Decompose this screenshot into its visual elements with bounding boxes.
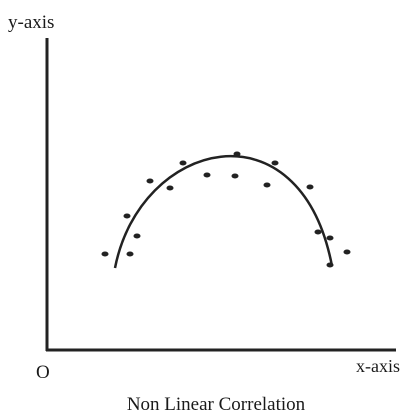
point xyxy=(203,172,211,178)
point xyxy=(306,184,314,190)
point xyxy=(146,178,154,184)
point xyxy=(126,251,134,257)
x-axis-label: x-axis xyxy=(356,356,400,376)
point xyxy=(326,262,334,268)
point xyxy=(343,249,351,255)
point xyxy=(133,233,141,239)
origin-label: O xyxy=(36,362,50,383)
trend-curve xyxy=(113,154,334,269)
point xyxy=(179,160,187,166)
y-axis-label: y-axis xyxy=(8,12,54,33)
point xyxy=(101,251,109,257)
point xyxy=(263,182,271,188)
point xyxy=(326,235,334,241)
scatter-points xyxy=(101,151,351,268)
point xyxy=(271,160,279,166)
point xyxy=(231,173,239,179)
point xyxy=(314,229,322,235)
point xyxy=(123,213,131,219)
point xyxy=(166,185,174,191)
point xyxy=(233,151,241,157)
caption: Non Linear Correlation xyxy=(127,394,306,415)
